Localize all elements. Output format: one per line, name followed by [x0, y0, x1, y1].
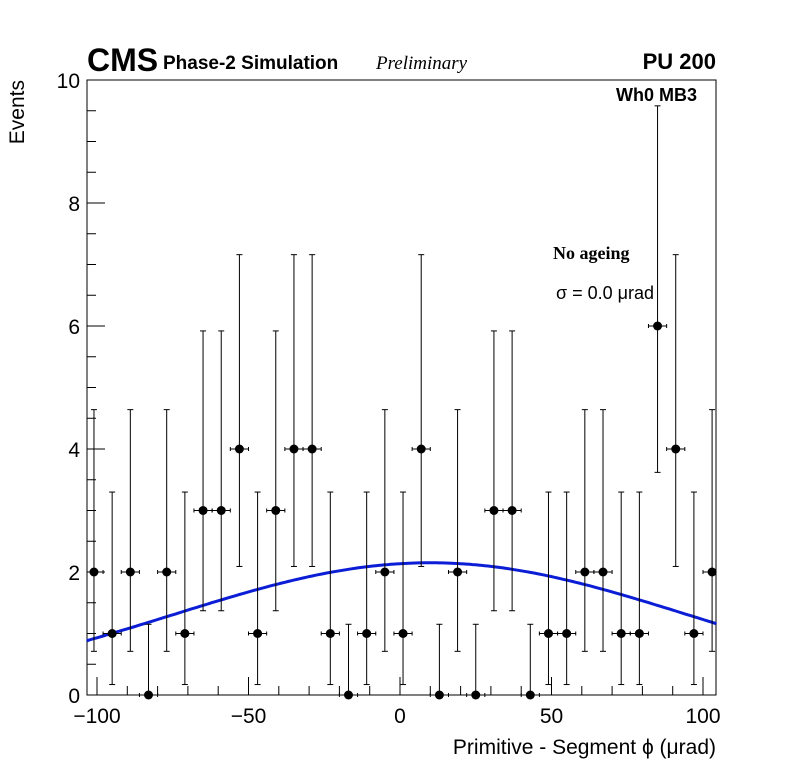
data-point [138, 623, 159, 700]
sigma-label: σ = 0.0 μrad [556, 283, 654, 303]
data-marker [271, 506, 281, 515]
data-marker [507, 506, 517, 515]
data-point [375, 409, 395, 652]
data-marker [162, 567, 172, 577]
y-tick-label: 2 [68, 562, 80, 585]
x-tick-label: −50 [231, 705, 267, 728]
x-tick-label: 0 [394, 705, 406, 728]
data-point [666, 254, 686, 567]
data-point [575, 409, 595, 652]
experiment-label: CMS [87, 42, 158, 78]
tick-labels: −100 −50 0 50 100 0 2 4 6 8 10 [57, 70, 721, 728]
data-marker [580, 567, 590, 577]
y-tick-label: 0 [68, 685, 80, 708]
y-tick-label: 8 [68, 193, 80, 216]
data-marker [707, 567, 717, 577]
data-marker [525, 690, 535, 700]
data-marker [416, 444, 426, 454]
simulation-label: Phase-2 Simulation [163, 53, 338, 74]
data-point [520, 623, 540, 700]
data-point [593, 409, 613, 652]
region-label: Wh0 MB3 [616, 85, 697, 105]
data-point [557, 491, 577, 686]
data-marker [598, 567, 608, 577]
data-point [484, 330, 504, 612]
data-marker [616, 629, 626, 638]
data-marker [362, 629, 372, 638]
data-marker [198, 506, 208, 515]
data-marker [89, 567, 99, 577]
axis-ticks [87, 79, 704, 696]
data-marker [634, 629, 644, 638]
data-point [102, 491, 122, 686]
data-point [175, 491, 195, 686]
data-point [702, 409, 717, 652]
data-point [647, 105, 668, 473]
data-point [86, 409, 104, 652]
x-tick-label: 100 [685, 705, 720, 728]
y-tick-label: 4 [68, 439, 80, 462]
data-point [411, 254, 431, 567]
data-marker [216, 506, 226, 515]
ageing-label: No ageing [553, 243, 630, 263]
y-tick-label: 10 [57, 70, 80, 93]
data-point [466, 623, 486, 700]
data-marker [144, 690, 154, 700]
data-marker [543, 629, 553, 638]
data-marker [343, 690, 353, 700]
data-marker [489, 506, 499, 515]
fit-curve-group [86, 561, 718, 643]
data-points [86, 105, 717, 700]
data-marker [107, 629, 117, 638]
data-point [120, 409, 140, 652]
data-marker [434, 690, 444, 700]
data-point [193, 330, 213, 612]
data-marker [398, 629, 408, 638]
data-point [211, 330, 231, 612]
data-point [393, 491, 413, 686]
status-label: Preliminary [375, 53, 468, 74]
x-axis-title: Primitive - Segment ϕ (μrad) [453, 736, 716, 759]
data-marker [671, 444, 681, 454]
data-marker [562, 629, 572, 638]
data-point [447, 409, 468, 652]
data-marker [234, 444, 244, 454]
pileup-label: PU 200 [643, 49, 716, 74]
data-point [538, 491, 559, 686]
data-point [611, 491, 631, 686]
y-tick-label: 6 [68, 316, 80, 339]
x-tick-label: −100 [73, 705, 120, 728]
data-marker [380, 567, 390, 577]
y-axis-title: Events [6, 80, 29, 144]
data-point [284, 254, 304, 567]
data-point [248, 491, 268, 686]
fit-curve [86, 561, 718, 643]
data-marker [180, 629, 190, 638]
data-point [229, 254, 249, 567]
data-point [684, 491, 704, 686]
data-marker [689, 629, 699, 638]
data-marker [653, 321, 663, 331]
data-marker [289, 444, 299, 454]
data-marker [307, 444, 317, 454]
data-point [338, 623, 359, 700]
data-point [320, 491, 340, 686]
data-marker [125, 567, 135, 577]
data-point [266, 330, 286, 612]
x-tick-label: 50 [540, 705, 563, 728]
data-point [157, 409, 177, 652]
data-marker [253, 629, 263, 638]
data-point [502, 330, 522, 612]
data-point [629, 491, 649, 686]
data-point [357, 491, 377, 686]
data-marker [325, 629, 335, 638]
data-point [429, 623, 449, 700]
data-marker [453, 567, 463, 577]
data-marker [471, 690, 481, 700]
data-point [302, 254, 322, 567]
